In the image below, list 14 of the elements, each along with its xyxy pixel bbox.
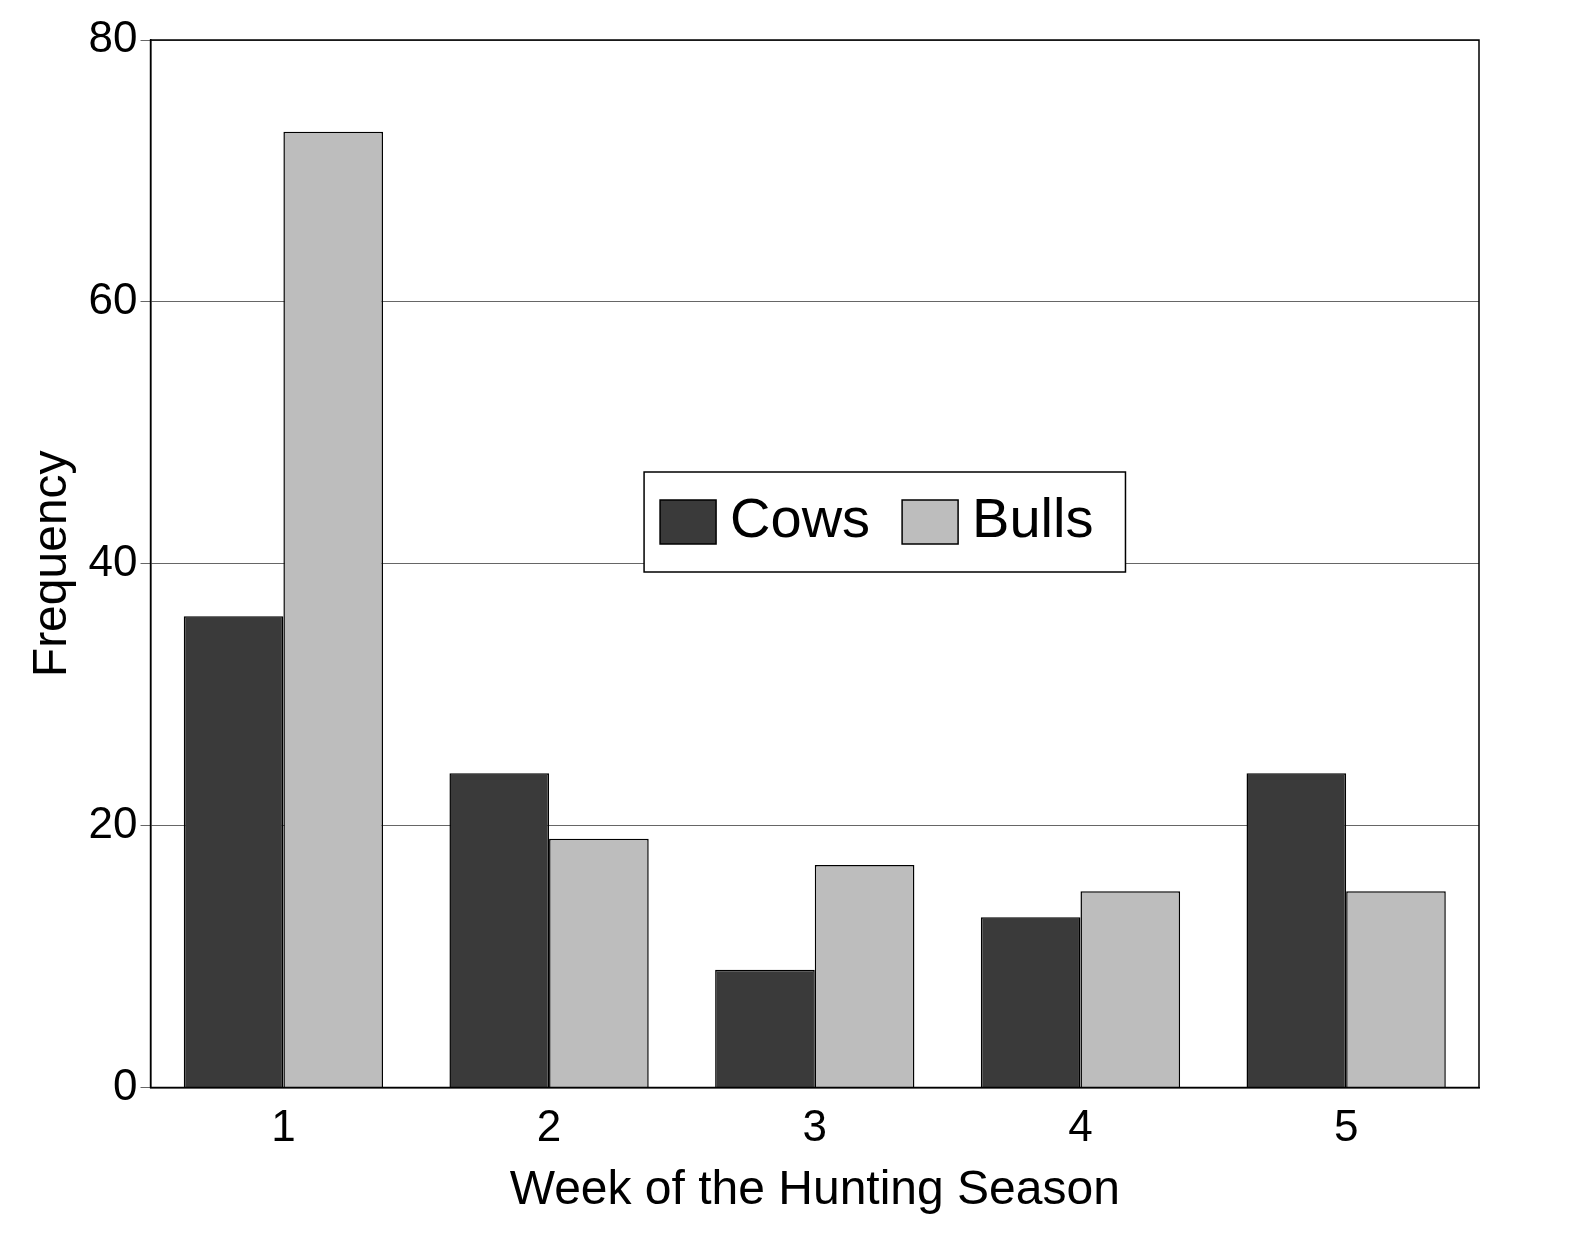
x-tick-label: 5 [1333,1101,1359,1151]
legend-label: Cows [730,486,871,550]
x-tick-label: 2 [536,1101,562,1151]
x-tick-label: 3 [802,1101,828,1151]
y-tick-label: 0 [113,1059,138,1109]
y-tick-label: 60 [88,274,138,324]
y-tick-label: 20 [88,797,138,847]
y-tick-label: 80 [88,12,138,62]
x-tick-label: 4 [1068,1101,1093,1151]
x-axis-title: Week of the Hunting Season [509,1161,1120,1215]
y-tick-label: 40 [88,535,138,585]
y-axis-title: Frequency [23,450,77,678]
legend-label: Bulls [972,486,1094,550]
x-tick-label: 1 [271,1101,296,1151]
